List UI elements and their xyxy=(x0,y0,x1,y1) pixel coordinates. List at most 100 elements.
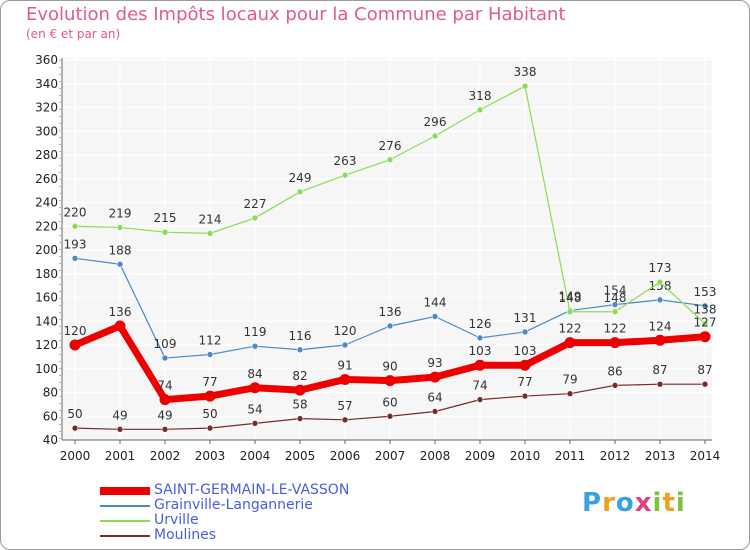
data-label-urville: 318 xyxy=(469,89,492,103)
data-label-moulines: 49 xyxy=(157,408,172,422)
data-point-moulines xyxy=(296,415,304,422)
y-tick-label: 180 xyxy=(35,267,58,281)
data-point-grainville-langannerie xyxy=(656,296,664,304)
data-point-urville xyxy=(341,171,349,179)
data-point-grainville-langannerie xyxy=(71,255,79,262)
data-point-saint-germain-le-vasson xyxy=(429,371,441,383)
data-point-grainville-langannerie xyxy=(341,341,349,349)
data-point-saint-germain-le-vasson xyxy=(159,394,171,406)
data-label-saint-germain-le-vasson: 127 xyxy=(694,316,717,330)
data-point-saint-germain-le-vasson xyxy=(339,373,351,385)
x-tick-label: 2010 xyxy=(510,449,541,463)
y-tick-label: 220 xyxy=(35,219,58,233)
data-label-saint-germain-le-vasson: 84 xyxy=(247,367,262,381)
data-label-saint-germain-le-vasson: 103 xyxy=(469,344,492,358)
data-point-moulines xyxy=(431,408,439,415)
legend-label-moulines: Moulines xyxy=(154,527,217,543)
data-label-grainville-langannerie: 119 xyxy=(244,325,267,339)
data-label-urville: 219 xyxy=(109,206,132,220)
chart-subtitle: (en € et par an) xyxy=(26,27,121,41)
data-point-saint-germain-le-vasson xyxy=(699,331,711,343)
data-label-moulines: 50 xyxy=(67,407,82,421)
legend-swatch-saint-germain-le-vasson xyxy=(100,487,150,495)
data-point-moulines xyxy=(521,392,529,400)
data-point-moulines xyxy=(206,424,214,432)
data-point-moulines xyxy=(386,412,394,420)
x-tick-label: 2009 xyxy=(465,449,496,463)
x-tick-label: 2002 xyxy=(150,449,181,463)
x-tick-label: 2008 xyxy=(420,449,451,463)
data-point-moulines xyxy=(251,420,259,427)
logo-letter: r xyxy=(602,488,616,518)
y-tick-label: 80 xyxy=(43,386,58,400)
data-label-saint-germain-le-vasson: 90 xyxy=(382,360,397,374)
data-point-grainville-langannerie xyxy=(116,260,124,268)
y-tick-label: 360 xyxy=(35,53,58,67)
data-point-urville xyxy=(116,224,124,231)
data-label-saint-germain-le-vasson: 77 xyxy=(202,375,217,389)
data-point-grainville-langannerie xyxy=(431,313,439,320)
data-point-moulines xyxy=(566,390,574,397)
data-label-urville: 227 xyxy=(244,197,267,211)
data-label-saint-germain-le-vasson: 82 xyxy=(292,369,307,383)
x-tick-label: 2013 xyxy=(645,449,676,463)
data-label-urville: 215 xyxy=(154,211,177,225)
legend-label-urville: Urville xyxy=(154,512,199,528)
data-label-saint-germain-le-vasson: 124 xyxy=(649,319,672,333)
data-label-saint-germain-le-vasson: 93 xyxy=(427,356,442,370)
data-point-grainville-langannerie xyxy=(296,346,304,354)
data-point-moulines xyxy=(71,424,79,432)
data-label-grainville-langannerie: 154 xyxy=(604,284,627,298)
data-label-urville: 276 xyxy=(379,139,402,153)
data-label-urville: 214 xyxy=(199,212,222,226)
data-point-saint-germain-le-vasson xyxy=(69,339,81,351)
data-point-urville xyxy=(521,82,529,90)
data-point-grainville-langannerie xyxy=(161,354,169,362)
data-label-saint-germain-le-vasson: 103 xyxy=(514,344,537,358)
data-label-urville: 138 xyxy=(694,303,717,317)
logo-letter: i xyxy=(675,488,686,518)
logo-letter: t xyxy=(662,488,676,518)
data-label-moulines: 64 xyxy=(427,391,442,405)
legend-label-saint-germain-le-vasson: SAINT-GERMAIN-LE-VASSON xyxy=(154,482,350,498)
data-label-grainville-langannerie: 158 xyxy=(649,279,672,293)
data-point-saint-germain-le-vasson xyxy=(294,384,306,396)
proxiti-logo: Proxiti xyxy=(582,488,686,518)
data-point-grainville-langannerie xyxy=(386,322,394,330)
legend-label-grainville-langannerie: Grainville-Langannerie xyxy=(154,497,313,513)
data-point-urville xyxy=(71,222,79,230)
data-point-grainville-langannerie xyxy=(206,351,214,358)
chart-title: Evolution des Impôts locaux pour la Comm… xyxy=(26,4,566,25)
data-label-grainville-langannerie: 120 xyxy=(334,324,357,338)
y-tick-label: 120 xyxy=(35,338,58,352)
x-tick-label: 2000 xyxy=(60,449,91,463)
logo-letter: P xyxy=(582,488,603,518)
data-point-grainville-langannerie xyxy=(701,302,709,310)
legend-item-grainville-langannerie: Grainville-Langannerie xyxy=(100,497,420,513)
data-label-grainville-langannerie: 193 xyxy=(64,237,87,251)
chart-legend: SAINT-GERMAIN-LE-VASSON Grainville-Langan… xyxy=(100,482,420,543)
data-label-urville: 249 xyxy=(289,171,312,185)
data-label-saint-germain-le-vasson: 122 xyxy=(604,322,627,336)
x-tick-label: 2003 xyxy=(195,449,226,463)
legend-item-moulines: Moulines xyxy=(100,527,420,543)
data-point-urville xyxy=(206,230,214,237)
data-point-moulines xyxy=(161,426,169,433)
y-tick-label: 320 xyxy=(35,101,58,115)
data-label-saint-germain-le-vasson: 91 xyxy=(337,358,352,372)
x-tick-label: 2001 xyxy=(105,449,136,463)
data-label-grainville-langannerie: 153 xyxy=(694,285,717,299)
data-point-saint-germain-le-vasson xyxy=(474,359,486,371)
data-point-saint-germain-le-vasson xyxy=(519,359,531,371)
data-point-saint-germain-le-vasson xyxy=(654,334,666,346)
x-tick-label: 2007 xyxy=(375,449,406,463)
data-label-grainville-langannerie: 126 xyxy=(469,317,492,331)
data-label-grainville-langannerie: 136 xyxy=(379,305,402,319)
data-point-urville xyxy=(161,228,169,236)
x-tick-label: 2005 xyxy=(285,449,316,463)
data-point-saint-germain-le-vasson xyxy=(564,337,576,349)
data-label-grainville-langannerie: 149 xyxy=(559,290,582,304)
data-point-saint-germain-le-vasson xyxy=(204,390,216,402)
y-tick-label: 300 xyxy=(35,124,58,138)
